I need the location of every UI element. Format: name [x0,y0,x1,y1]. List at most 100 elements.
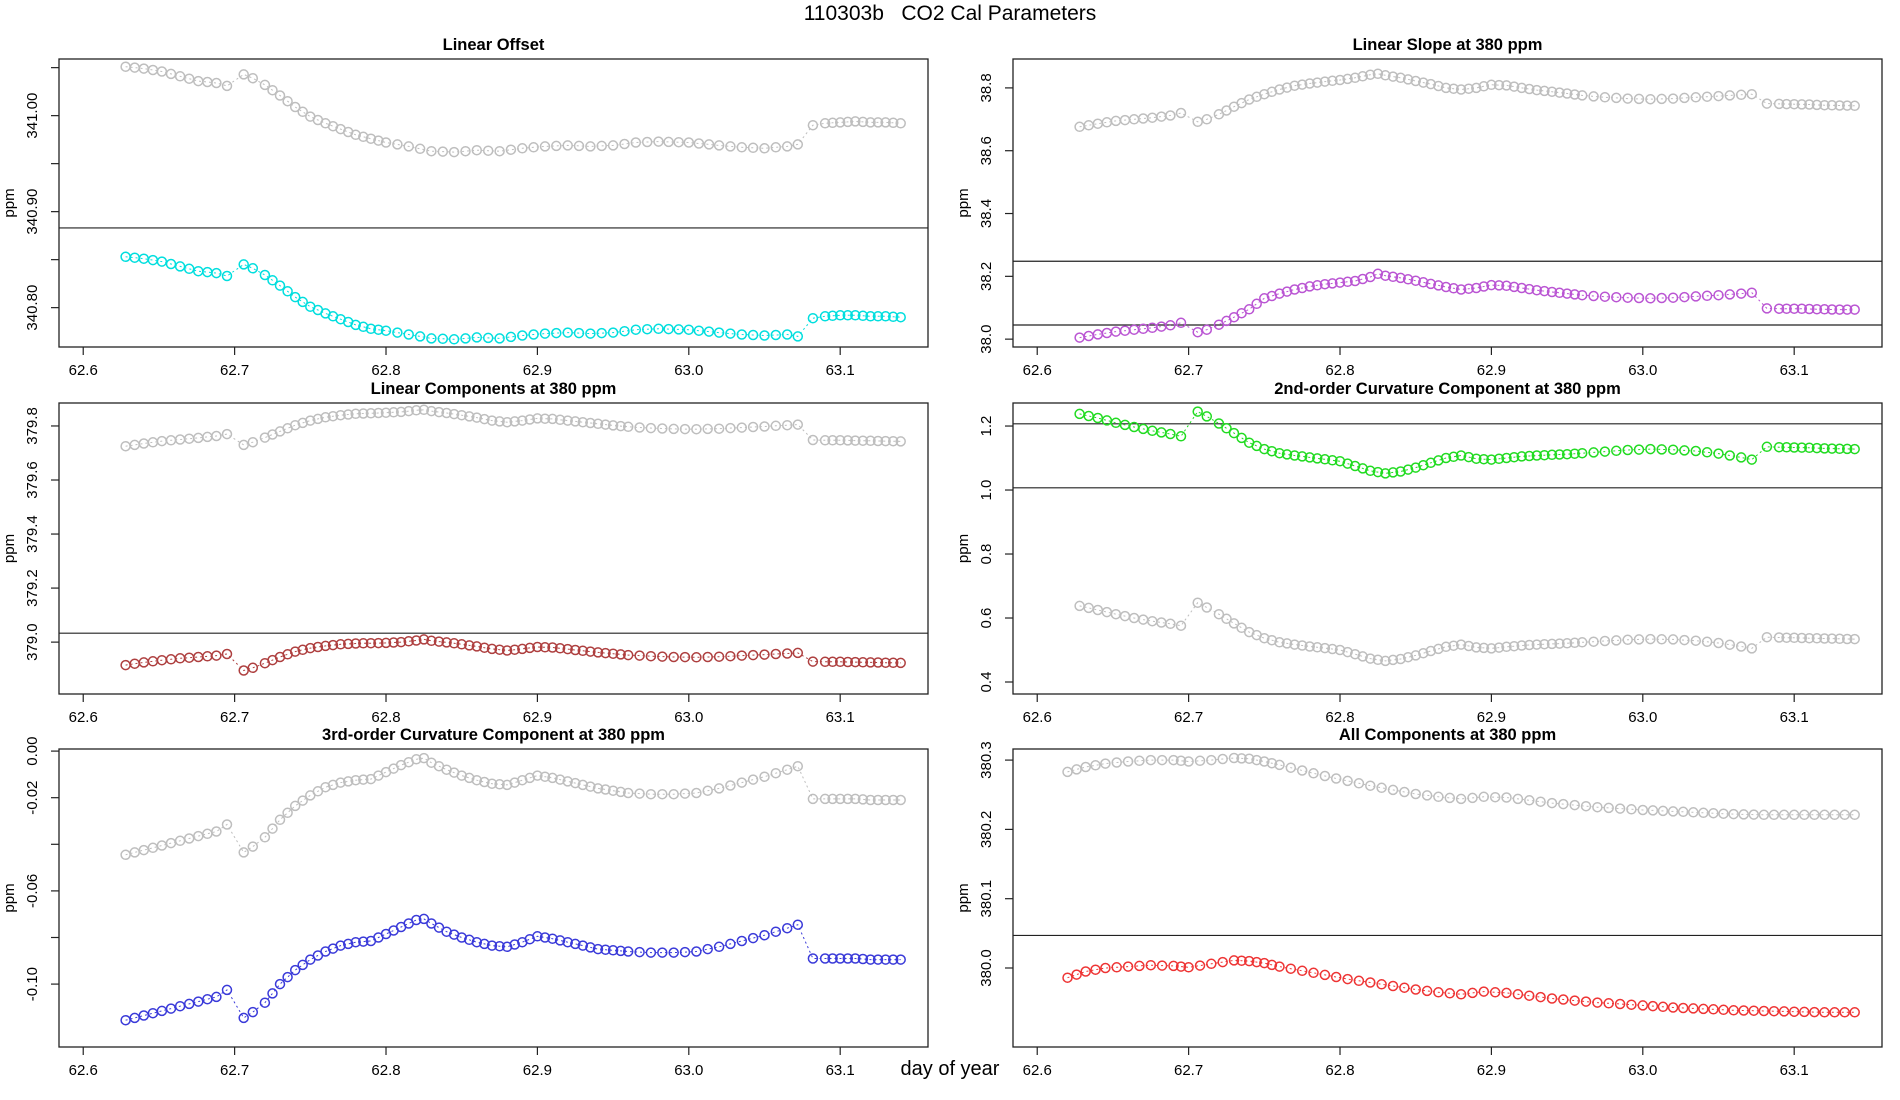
plot-border [1012,58,1883,348]
x-axis: 62.6 62.7 62.8 62.9 63.0 63.1 [1023,694,1809,726]
panel-title: Linear Slope at 380 ppm [1353,36,1543,54]
svg-text:62.8: 62.8 [1325,1062,1354,1079]
svg-text:62.8: 62.8 [1325,709,1354,726]
red-series [1062,955,1860,1018]
svg-text:62.8: 62.8 [371,1062,400,1079]
svg-text:62.7: 62.7 [220,362,249,379]
svg-text:62.6: 62.6 [69,362,98,379]
svg-text:-0.02: -0.02 [24,781,41,815]
svg-text:340.90: 340.90 [24,189,41,235]
connector-line [125,918,901,1021]
svg-text:341.00: 341.00 [24,93,41,139]
purple-series [1074,268,1860,343]
svg-text:62.9: 62.9 [1477,709,1506,726]
svg-text:1.0: 1.0 [978,480,995,501]
svg-text:62.7: 62.7 [220,709,249,726]
svg-text:0.4: 0.4 [978,672,995,693]
gray-series [1062,752,1860,821]
svg-text:63.0: 63.0 [674,709,703,726]
svg-text:38.6: 38.6 [978,136,995,165]
panel-curvature-2nd: 0.4 0.6 0.8 1.0 1.2 ppm 62.6 62.7 62.8 62.9 63.0 63… [955,380,1883,726]
svg-text:63.1: 63.1 [826,709,855,726]
panel-title: Linear Offset [443,36,545,54]
x-axis: 62.6 62.7 62.8 62.9 63.0 63.1 [69,694,855,726]
y-axis: 379.0 379.2 379.4 379.6 379.8 ppm [1,407,59,661]
figure-title: 110303b CO2 Cal Parameters [803,2,1097,25]
svg-text:62.9: 62.9 [1477,362,1506,379]
svg-text:0.6: 0.6 [978,608,995,629]
panel-title: 3rd-order Curvature Component at 380 ppm [322,726,665,744]
plot-border [58,58,929,348]
panel-title: All Components at 380 ppm [1339,726,1556,744]
x-axis: 62.6 62.7 62.8 62.9 63.0 63.1 [69,1047,855,1079]
svg-text:379.2: 379.2 [24,569,41,607]
x-axis: 62.6 62.7 62.8 62.9 63.0 63.1 [69,347,855,379]
gray-series [120,61,906,158]
svg-text:38.8: 38.8 [978,73,995,102]
svg-text:38.4: 38.4 [978,199,995,228]
gray-series [1074,597,1860,667]
svg-text:63.0: 63.0 [674,362,703,379]
svg-text:62.8: 62.8 [1325,362,1354,379]
svg-text:380.2: 380.2 [978,811,995,849]
x-axis-label: day of year [900,1058,1000,1080]
svg-text:62.8: 62.8 [371,362,400,379]
svg-text:62.9: 62.9 [1477,1062,1506,1079]
plot-border [58,402,929,695]
y-axis: 0.00 -0.02 -0.06 -0.10 ppm [1,736,59,1001]
svg-text:62.7: 62.7 [220,1062,249,1079]
svg-text:-0.06: -0.06 [24,874,41,908]
y-axis: 0.4 0.6 0.8 1.0 1.2 ppm [955,416,1013,693]
svg-text:379.4: 379.4 [24,515,41,553]
plot-border [1012,402,1883,695]
panel-linear-offset: 340.80 340.90 341.00 ppm 62.6 62.7 62.8 62.9 63.… [1,36,929,379]
connector-line [1067,757,1855,816]
svg-text:ppm: ppm [955,534,972,563]
svg-text:-0.10: -0.10 [24,967,41,1001]
svg-text:0.00: 0.00 [24,736,41,765]
svg-text:380.3: 380.3 [978,741,995,779]
x-axis: 62.6 62.7 62.8 62.9 63.0 63.1 [1023,347,1809,379]
plot-border [58,748,929,1048]
svg-text:ppm: ppm [1,883,18,912]
svg-text:380.0: 380.0 [978,949,995,987]
svg-text:62.8: 62.8 [371,709,400,726]
svg-text:62.7: 62.7 [1174,709,1203,726]
svg-text:62.7: 62.7 [1174,1062,1203,1079]
svg-text:63.0: 63.0 [1628,1062,1657,1079]
svg-text:62.6: 62.6 [1023,709,1052,726]
svg-text:1.2: 1.2 [978,416,995,437]
svg-text:63.1: 63.1 [1780,709,1809,726]
panel-title: 2nd-order Curvature Component at 380 ppm [1274,380,1621,398]
svg-text:63.1: 63.1 [1780,362,1809,379]
svg-text:62.9: 62.9 [523,1062,552,1079]
panel-title: Linear Components at 380 ppm [371,380,617,398]
svg-text:ppm: ppm [1,534,18,563]
plot-border [1012,748,1883,1048]
svg-text:63.1: 63.1 [1780,1062,1809,1079]
svg-text:63.0: 63.0 [1628,709,1657,726]
svg-text:63.0: 63.0 [1628,362,1657,379]
svg-text:62.6: 62.6 [1023,1062,1052,1079]
svg-text:63.1: 63.1 [826,362,855,379]
svg-text:379.6: 379.6 [24,461,41,499]
cyan-series [120,251,906,345]
svg-text:63.0: 63.0 [674,1062,703,1079]
svg-text:ppm: ppm [955,188,972,217]
green-series [1074,406,1860,479]
svg-text:62.6: 62.6 [69,1062,98,1079]
y-axis: 38.0 38.2 38.4 38.6 38.8 ppm [955,73,1013,354]
y-axis: 340.80 340.90 341.00 ppm [1,67,59,331]
svg-text:63.1: 63.1 [826,1062,855,1079]
connector-line [125,256,901,340]
svg-text:62.6: 62.6 [1023,362,1052,379]
brown-series [120,634,906,676]
svg-text:379.8: 379.8 [24,407,41,445]
connector-line [125,757,901,856]
gray-series [1074,68,1860,133]
blue-series [120,913,906,1026]
svg-text:ppm: ppm [955,883,972,912]
y-axis: 380.0 380.1 380.2 380.3 ppm [955,741,1013,987]
